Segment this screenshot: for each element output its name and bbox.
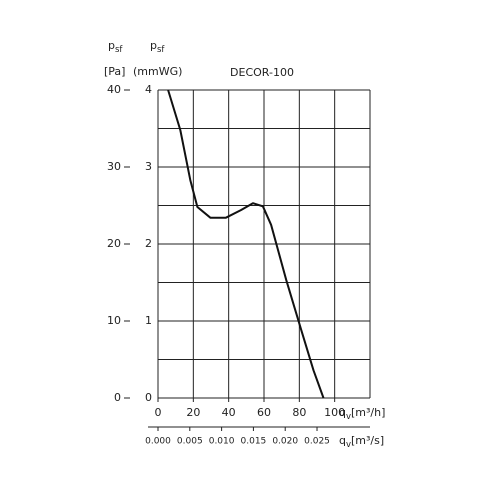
y2-tick-label: 3 bbox=[145, 160, 152, 173]
y2-tick-label: 4 bbox=[145, 83, 152, 96]
x2-axis-label: qv[m³/s] bbox=[339, 434, 384, 450]
x-tick-label: 20 bbox=[186, 406, 200, 419]
y-tick-label: 0 bbox=[114, 391, 121, 404]
y2-tick-label: 0 bbox=[145, 391, 152, 404]
y2-axis-label: psf bbox=[150, 39, 165, 55]
x2-tick-label: 0.020 bbox=[272, 437, 298, 447]
x-axis-label: qv[m³/h] bbox=[339, 406, 385, 422]
y-tick-label: 20 bbox=[107, 237, 121, 250]
y2-tick-label: 1 bbox=[145, 314, 152, 327]
curve bbox=[167, 89, 325, 399]
y2-tick-label: 2 bbox=[145, 237, 152, 250]
y-tick-label: 40 bbox=[107, 83, 121, 96]
x-tick-label: 40 bbox=[222, 406, 236, 419]
x2-tick-label: 0.015 bbox=[241, 437, 267, 447]
x2-tick-label: 0.005 bbox=[177, 437, 203, 447]
y-tick-label: 30 bbox=[107, 160, 121, 173]
y-tick-label: 10 bbox=[107, 314, 121, 327]
y-axis-unit: [Pa] bbox=[104, 65, 125, 78]
x2-tick-label: 0.000 bbox=[145, 437, 171, 447]
y2-axis-unit: (mmWG) bbox=[133, 65, 182, 78]
x2-tick-label: 0.025 bbox=[304, 437, 330, 447]
x2-tick-label: 0.010 bbox=[209, 437, 235, 447]
x-tick-label: 80 bbox=[292, 406, 306, 419]
x-tick-label: 100 bbox=[324, 406, 345, 419]
chart-title: DECOR-100 bbox=[230, 66, 294, 79]
y-axis-label: psf bbox=[108, 39, 123, 55]
x-tick-label: 60 bbox=[257, 406, 271, 419]
x-tick-label: 0 bbox=[155, 406, 162, 419]
